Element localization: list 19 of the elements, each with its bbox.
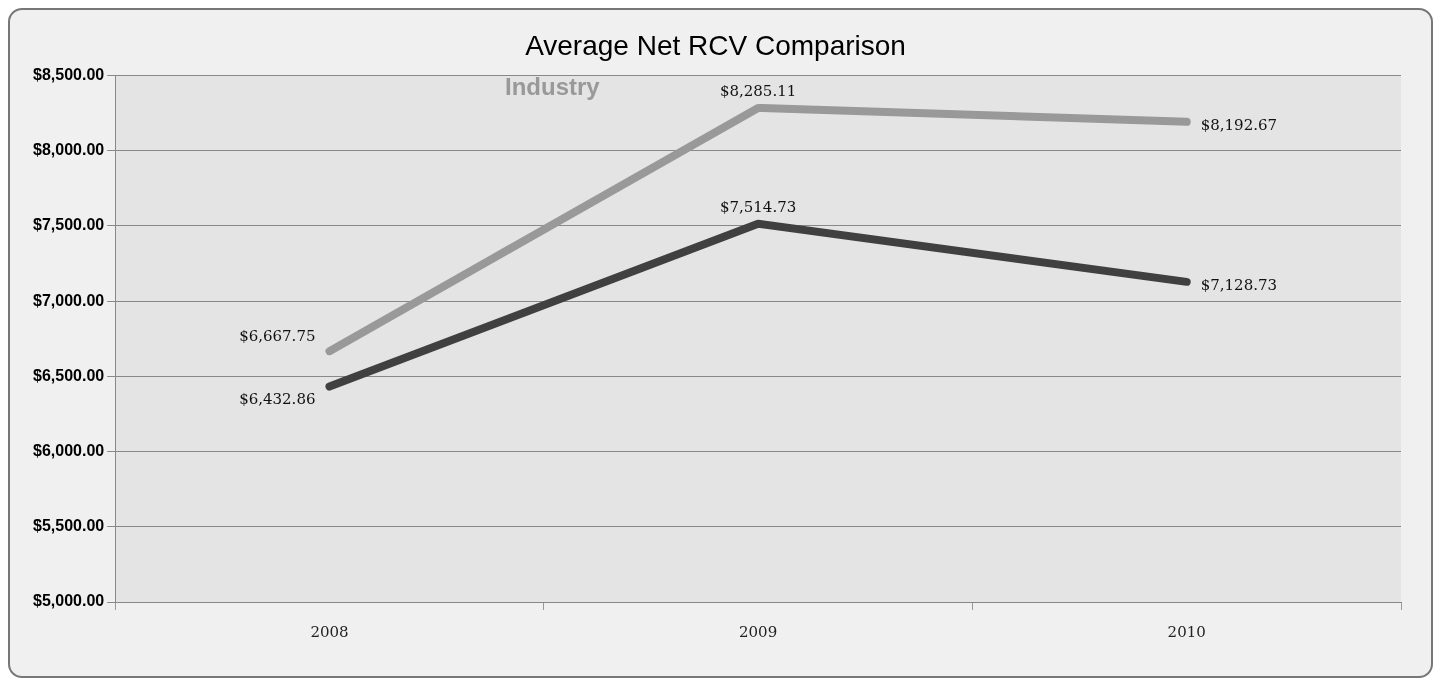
data-label: $8,192.67 [1200,115,1278,134]
y-tick-label: $5,500.00 [32,517,105,535]
y-tick-label: $8,000.00 [32,141,105,159]
data-label: $8,285.11 [719,82,797,101]
x-tick-label: 2009 [739,622,778,641]
y-tick-label: $7,000.00 [32,291,105,309]
y-tick-label: $6,500.00 [32,366,105,384]
data-label: $7,514.73 [719,198,797,217]
y-tick-label: $7,500.00 [32,216,105,234]
text: Industry [505,72,601,100]
y-tick-label: $6,000.00 [32,442,105,460]
chart-title: Average Net RCV Comparison [525,29,906,61]
data-label: $7,128.73 [1200,275,1278,294]
data-label: $6,667.75 [239,327,316,346]
y-tick-label: $8,500.00 [32,66,105,84]
y-tick-label: $5,000.00 [32,592,105,610]
x-tick-label: 2008 [310,622,349,641]
data-label: $6,432.86 [239,390,316,409]
x-tick-label: 2010 [1167,622,1206,641]
